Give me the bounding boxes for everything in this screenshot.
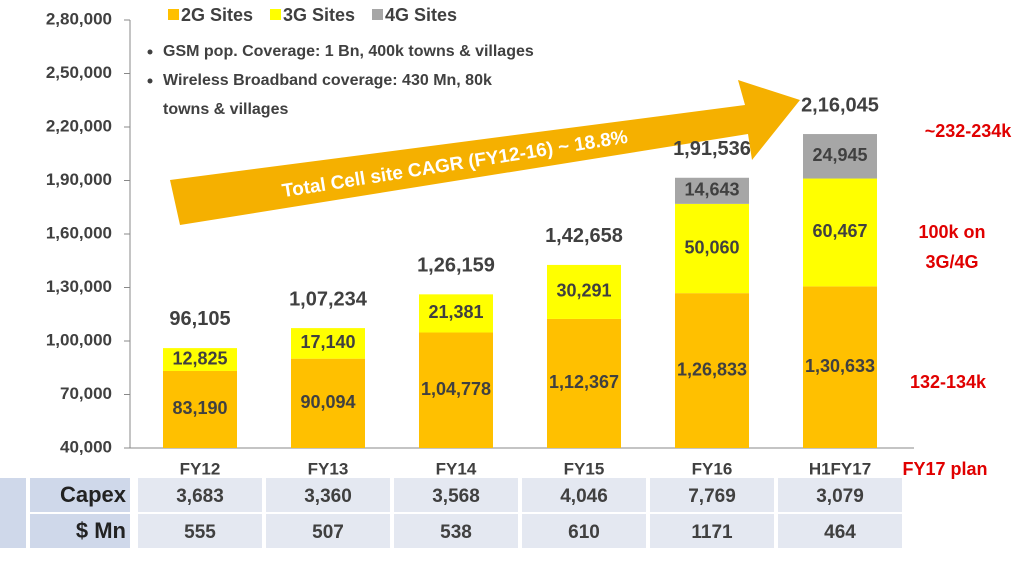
y-tick-label: 2,20,000 (46, 116, 112, 135)
table-header: Capex (60, 482, 127, 507)
x-tick-label: FY16 (692, 459, 733, 478)
bullet-text: Wireless Broadband coverage: 430 Mn, 80k (163, 72, 492, 89)
bar-segment (547, 318, 621, 448)
total-label: 96,105 (169, 308, 230, 330)
y-tick-label: 40,000 (60, 437, 112, 456)
y-tick-label: 1,00,000 (46, 330, 112, 349)
table-value: 464 (824, 522, 856, 543)
value-label: 14,643 (684, 180, 739, 200)
legend-swatch (270, 9, 281, 20)
bar-segment (803, 134, 877, 179)
value-label: 24,945 (812, 145, 867, 165)
value-label: 12,825 (172, 348, 227, 368)
bar-segment (163, 348, 237, 371)
bar-segment (803, 286, 877, 448)
value-label: 1,04,778 (421, 379, 491, 399)
x-tick-label: FY15 (564, 459, 605, 478)
value-label: 30,291 (556, 281, 611, 301)
legend-label: 4G Sites (385, 5, 457, 25)
cagr-arrow (170, 80, 800, 225)
legend-label: 2G Sites (181, 5, 253, 25)
table-value: 3,079 (816, 486, 864, 507)
table-header-cell (30, 514, 130, 548)
side-note: 3G/4G (925, 252, 978, 272)
y-tick-label: 2,50,000 (46, 63, 112, 82)
side-note: FY17 plan (902, 459, 987, 479)
bullet-text: towns & villages (163, 101, 288, 118)
y-tick-label: 70,000 (60, 384, 112, 403)
table-value: 7,769 (688, 486, 736, 507)
y-tick-label: 1,30,000 (46, 277, 112, 296)
table-value: 4,046 (560, 486, 608, 507)
bullet-text: GSM pop. Coverage: 1 Bn, 400k towns & vi… (163, 43, 534, 60)
bar-segment (291, 358, 365, 448)
table-cell (522, 478, 646, 512)
total-label: 2,16,045 (801, 94, 879, 116)
table-cell (266, 478, 390, 512)
y-tick-label: 1,60,000 (46, 223, 112, 242)
table-value: 1171 (691, 522, 733, 543)
table-cell (778, 478, 902, 512)
x-tick-label: FY14 (436, 459, 477, 478)
value-label: 17,140 (300, 332, 355, 352)
value-label: 83,190 (172, 398, 227, 418)
x-tick-label: H1FY17 (809, 459, 871, 478)
table-cell (394, 514, 518, 548)
bar-segment (675, 177, 749, 204)
bar-segment (675, 293, 749, 448)
side-note: 132-134k (910, 372, 987, 392)
table-cell (394, 478, 518, 512)
value-label: 1,12,367 (549, 372, 619, 392)
table-edge (0, 478, 26, 548)
y-tick-label: 2,80,000 (46, 9, 112, 28)
total-label: 1,26,159 (417, 255, 495, 277)
legend-swatch (372, 9, 383, 20)
y-tick-label: 1,90,000 (46, 170, 112, 189)
table-value: 610 (568, 522, 600, 543)
legend-swatch (168, 9, 179, 20)
table-cell (522, 514, 646, 548)
table-cell (266, 514, 390, 548)
table-value: 507 (312, 522, 344, 543)
value-label: 60,467 (812, 221, 867, 241)
table-header: $ Mn (76, 518, 126, 543)
bullet-dot (147, 49, 153, 55)
value-label: 1,26,833 (677, 359, 747, 379)
table-header-cell (30, 478, 130, 512)
value-label: 90,094 (300, 392, 355, 412)
x-tick-label: FY13 (308, 459, 349, 478)
legend-label: 3G Sites (283, 5, 355, 25)
table-value: 3,683 (176, 486, 224, 507)
total-label: 1,07,234 (289, 288, 368, 310)
table-cell (138, 478, 262, 512)
side-note: ~232-234k (925, 121, 1013, 141)
x-tick-label: FY12 (180, 459, 221, 478)
table-cell (650, 514, 774, 548)
bar-segment (675, 203, 749, 294)
bar-segment (419, 294, 493, 333)
table-cell (778, 514, 902, 548)
bar-segment (803, 178, 877, 287)
bar-segment (547, 264, 621, 319)
value-label: 50,060 (684, 237, 739, 257)
table-value: 538 (440, 522, 472, 543)
bar-segment (291, 328, 365, 359)
table-value: 3,360 (304, 486, 352, 507)
total-label: 1,42,658 (545, 225, 623, 247)
value-label: 1,30,633 (805, 356, 875, 376)
table-value: 555 (184, 522, 216, 543)
table-value: 3,568 (432, 486, 480, 507)
bar-segment (163, 370, 237, 448)
total-label: 1,91,536 (673, 138, 751, 160)
side-note: 100k on (918, 222, 985, 242)
value-label: 21,381 (428, 302, 483, 322)
table-cell (650, 478, 774, 512)
table-cell (138, 514, 262, 548)
bar-segment (419, 332, 493, 448)
bullet-dot (147, 78, 153, 84)
